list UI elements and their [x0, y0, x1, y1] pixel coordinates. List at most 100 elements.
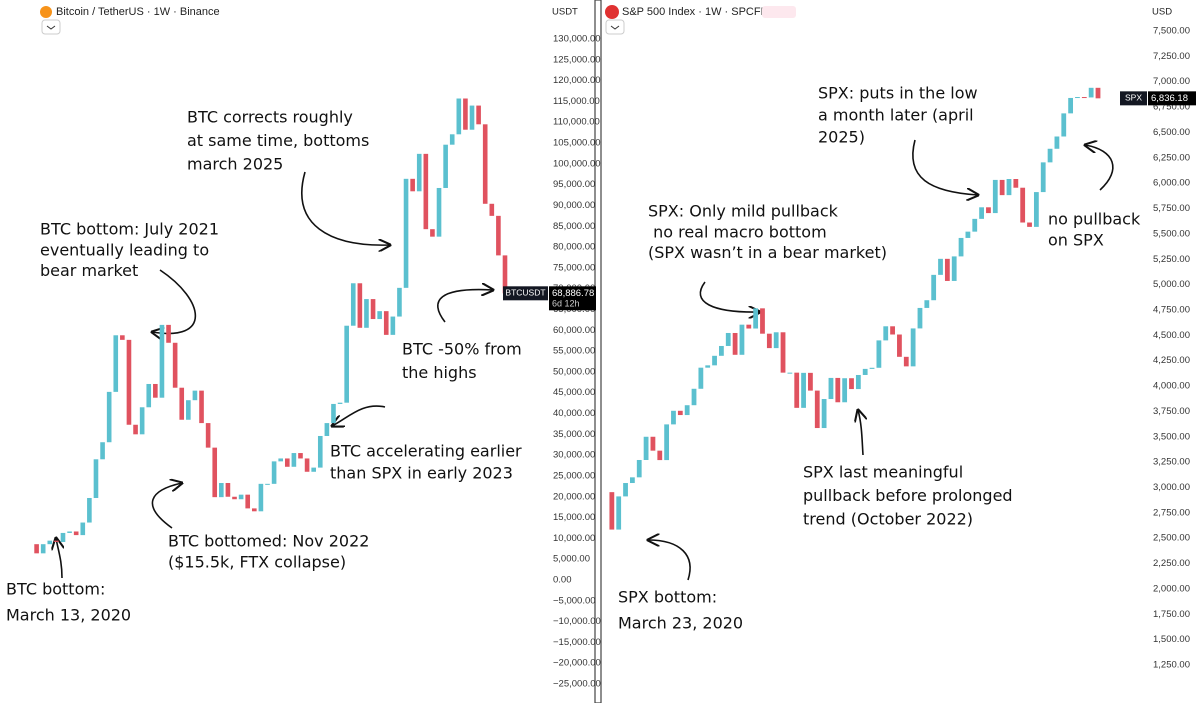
candle-body: [344, 325, 349, 403]
y-tick-label: 3,000.00: [1153, 482, 1190, 493]
last-price-label: 68,886.78: [552, 288, 594, 299]
chevron: [610, 25, 620, 30]
y-tick-label: 1,500.00: [1153, 634, 1190, 645]
candle-body: [753, 308, 759, 329]
candle-body: [133, 424, 138, 435]
candle-body: [73, 531, 79, 536]
candle-body: [1061, 113, 1067, 137]
symbol-tag-bg: [503, 286, 548, 301]
y-tick-label: 80,000.00: [553, 242, 595, 253]
annotation: eventually leading to: [40, 240, 209, 259]
candle-body: [664, 424, 670, 461]
candle-body: [609, 492, 615, 530]
divider: [594, 0, 602, 703]
candle-body: [938, 258, 943, 275]
candle-body: [1040, 162, 1046, 193]
candle-body: [1033, 192, 1039, 227]
candle-body: [449, 134, 455, 145]
annotation: the highs: [402, 363, 477, 382]
y-tick-label: 5,000.00: [1153, 279, 1190, 290]
candle-body: [502, 255, 508, 294]
y-tick-label: 25,000.00: [553, 470, 595, 481]
y-tick-label: 4,750.00: [1153, 304, 1190, 315]
candle-body: [67, 531, 72, 533]
y-tick-label: 90,000.00: [553, 200, 595, 211]
candle-body: [205, 423, 211, 448]
annotation: (SPX wasn’t in a bear market): [648, 243, 887, 262]
symbol-icon: [605, 5, 619, 19]
y-tick-label: 6,250.00: [1153, 152, 1190, 163]
candle-body: [298, 453, 303, 459]
y-tick-label: 7,500.00: [1153, 26, 1190, 37]
y-tick-label: 7,000.00: [1153, 76, 1190, 87]
y-tick-label: −10,000.00: [553, 616, 601, 627]
candle-body: [766, 333, 772, 349]
candle-body: [684, 405, 690, 416]
annotation: BTC bottomed: Nov 2022: [168, 532, 369, 551]
candle-body: [629, 477, 635, 484]
candle-body: [120, 335, 125, 340]
candle-body: [153, 383, 158, 398]
annotation: March 23, 2020: [618, 614, 743, 633]
y-tick-label: 100,000.00: [553, 158, 601, 169]
candle-body: [397, 287, 402, 317]
candle-body: [842, 378, 848, 403]
annotation: SPX last meaningful: [803, 463, 963, 482]
dropdown-button[interactable]: [605, 19, 625, 35]
candle-body: [350, 283, 356, 326]
candle-body: [403, 178, 409, 288]
y-tick-label: 105,000.00: [553, 138, 601, 149]
y-tick-label: 4,250.00: [1153, 355, 1190, 366]
arrows: [56, 140, 1114, 581]
candle-body: [146, 383, 152, 408]
unit-label: USDT: [552, 7, 578, 18]
annotation: SPX: Only mild pullback: [648, 202, 839, 221]
candle-body: [126, 339, 132, 425]
candle-body: [469, 105, 475, 130]
y-tick-label: 50,000.00: [553, 366, 595, 377]
y-tick-label: 4,000.00: [1153, 381, 1190, 392]
y-tick-label: 75,000.00: [553, 262, 595, 273]
candle-body: [876, 340, 882, 368]
annotation: March 13, 2020: [6, 606, 131, 625]
candle-body: [849, 378, 854, 390]
candle-body: [999, 179, 1005, 196]
candle-body: [80, 522, 86, 536]
candle-body: [390, 316, 396, 335]
y-tick-label: 1,750.00: [1153, 609, 1190, 620]
candle-body: [317, 435, 323, 468]
symbol-tag-bg: [1120, 91, 1147, 106]
candle-body: [284, 458, 290, 467]
candle-body: [192, 390, 198, 401]
candle-body: [616, 496, 622, 530]
candle-body: [773, 332, 779, 349]
candle-body: [1020, 187, 1026, 223]
dropdown-button[interactable]: [41, 19, 61, 35]
candle-body: [780, 332, 786, 373]
candle-body: [456, 98, 462, 135]
candle-body: [691, 388, 697, 406]
y-tick-label: 15,000.00: [553, 512, 595, 523]
candle-body: [199, 390, 204, 424]
candle-body: [862, 368, 868, 375]
symbol-icon: [40, 6, 52, 18]
candle-body: [232, 496, 237, 500]
chart-title: Bitcoin / TetherUS · 1W · Binance: [56, 6, 220, 18]
candle-body: [179, 387, 185, 420]
candle-body: [47, 540, 53, 545]
candle-body: [93, 459, 99, 498]
candle-body: [787, 372, 793, 374]
candle-body: [986, 207, 991, 214]
y-tick-label: 4,500.00: [1153, 330, 1190, 341]
candle-body: [698, 367, 704, 389]
annotation: pullback before prolonged: [803, 486, 1013, 505]
last-price-tag: [1148, 91, 1196, 106]
chart-title: S&P 500 Index · 1W · SPCFD: [622, 6, 769, 18]
y-tick-label: 95,000.00: [553, 179, 595, 190]
candle-body: [1047, 148, 1053, 163]
y-tick-label: 35,000.00: [553, 429, 595, 440]
candle-body: [650, 436, 656, 451]
y-tick-label: 20,000.00: [553, 491, 595, 502]
annotation: BTC bottom:: [6, 580, 105, 599]
candle-body: [657, 450, 663, 461]
